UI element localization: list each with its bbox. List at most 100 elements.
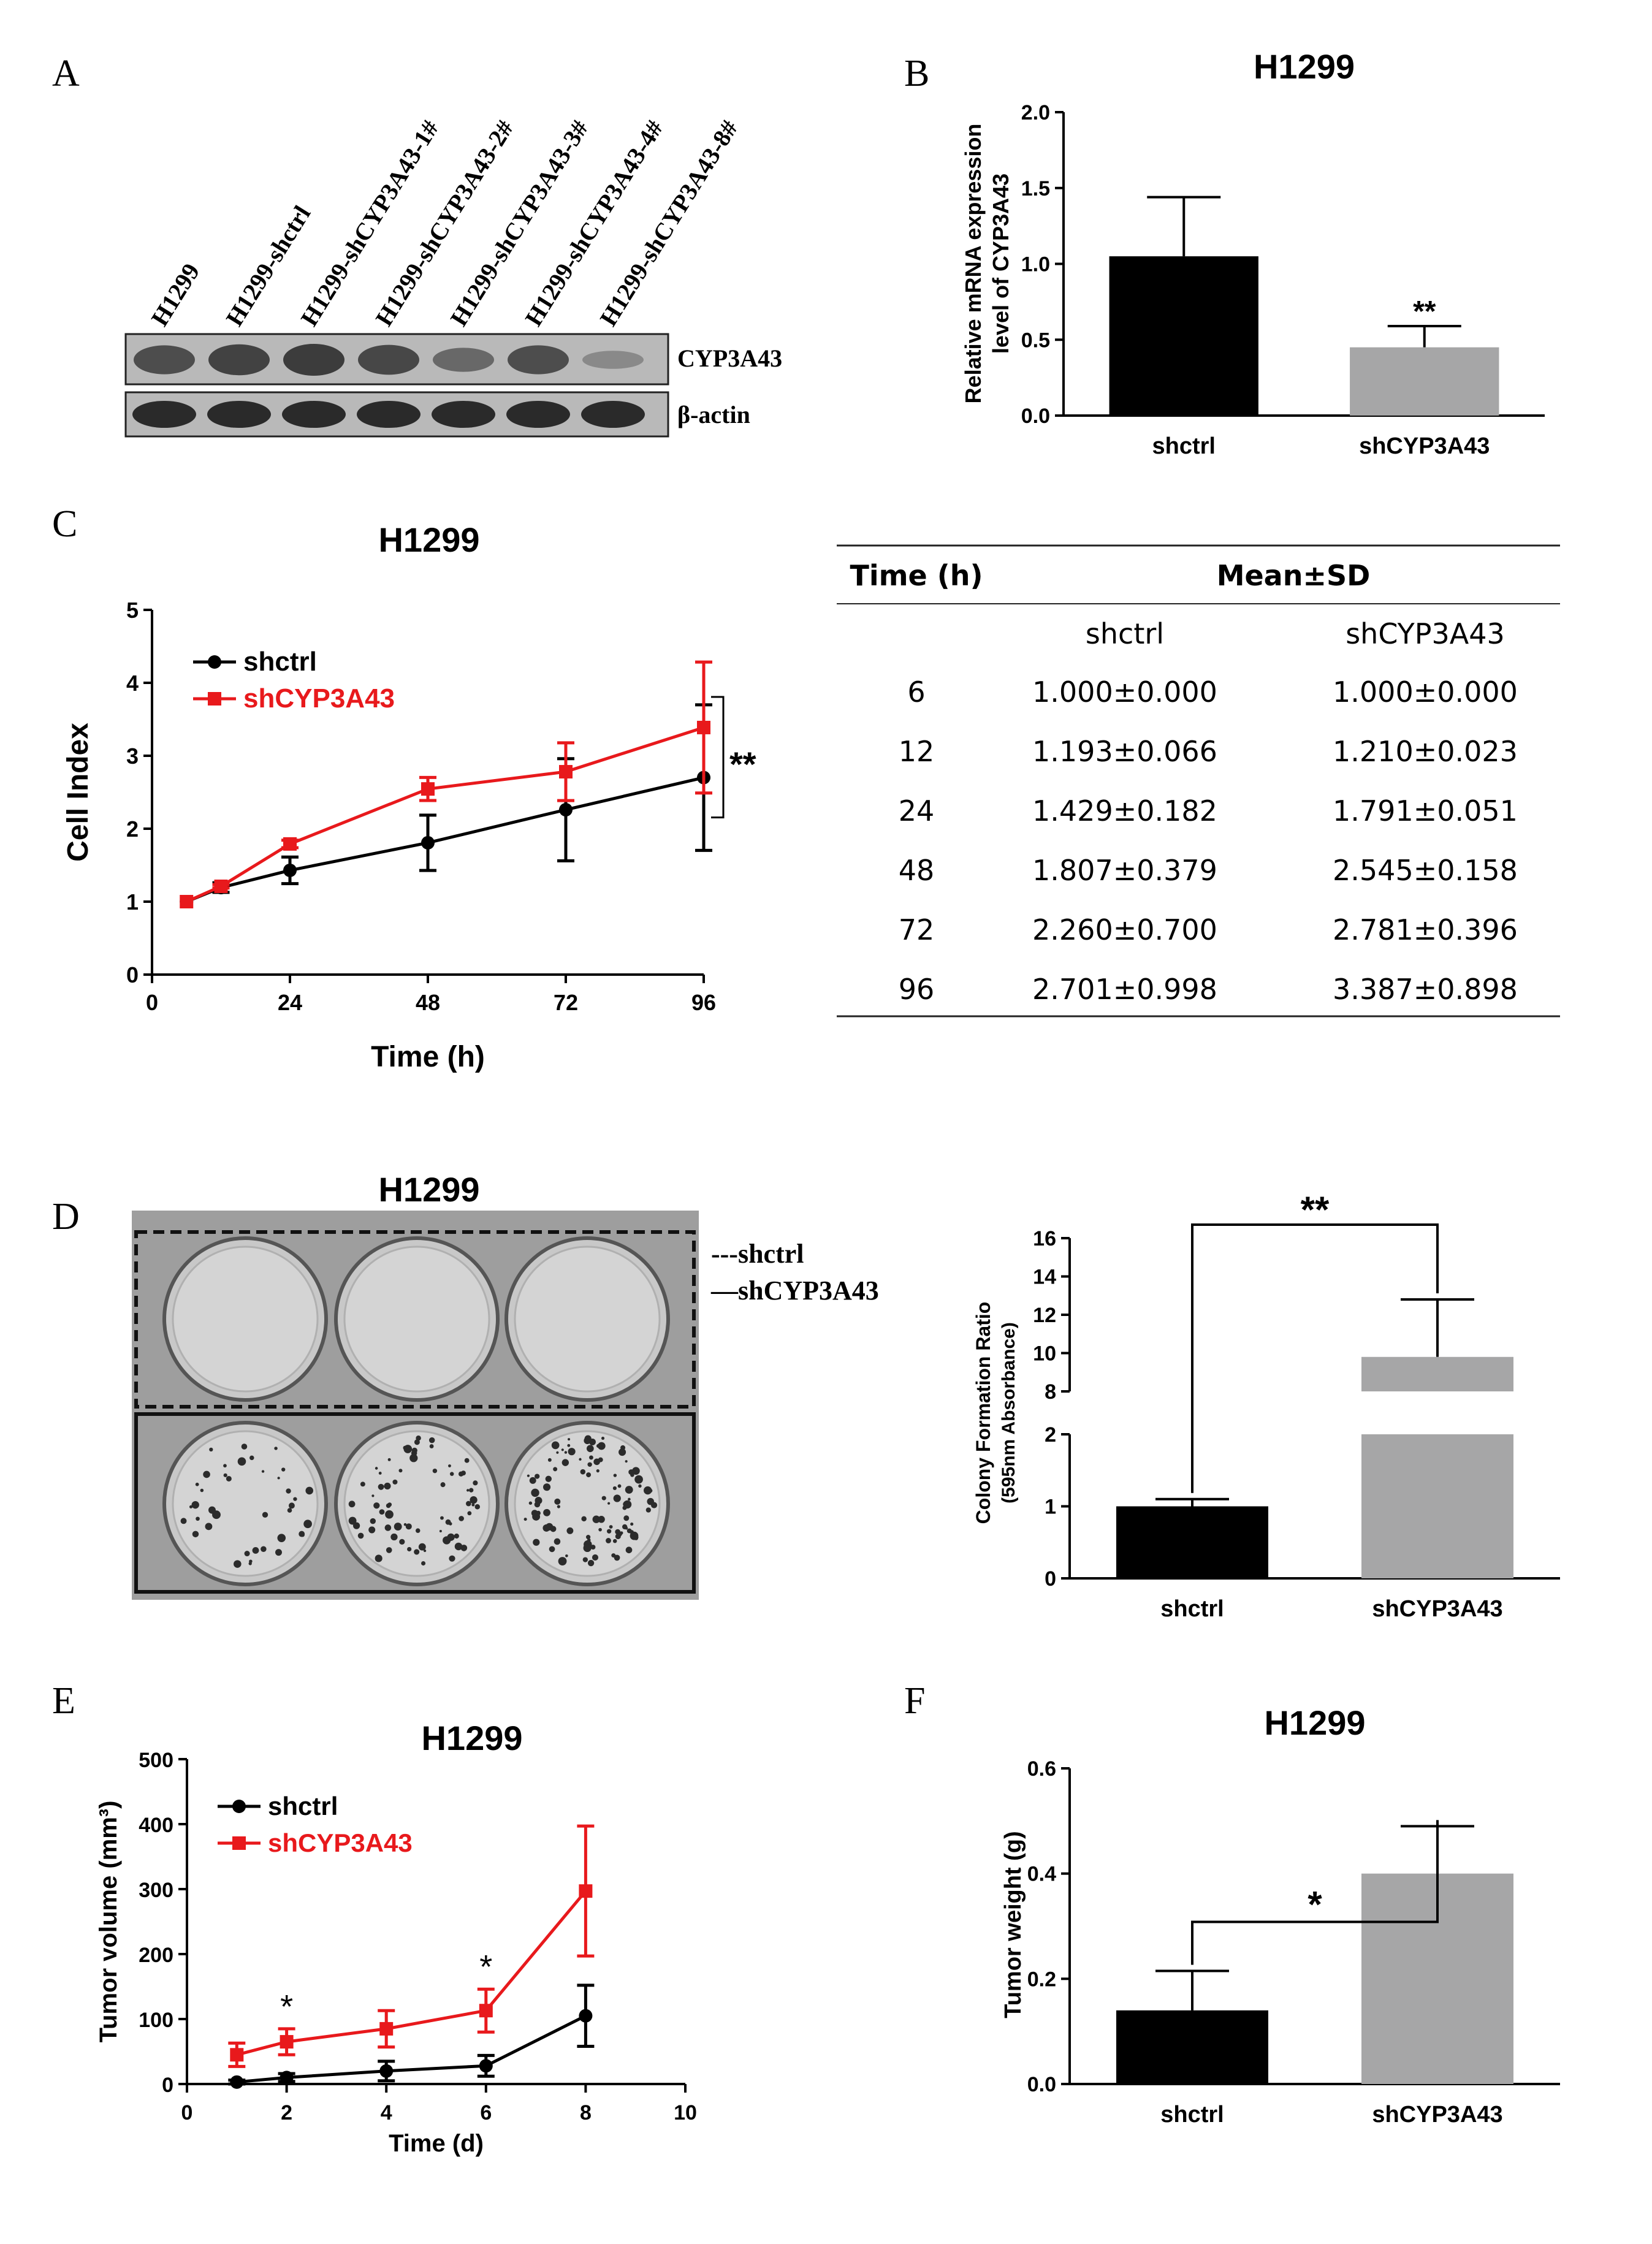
table-cell-shctrl: 1.807±0.379 [1032,854,1217,887]
data-point [379,2064,394,2078]
colony-spot [587,1462,592,1467]
legend-marker [232,1836,246,1850]
colony-spot [277,1477,280,1480]
colony-spot [386,1547,392,1553]
colony-spot [628,1497,631,1501]
colony-spot [606,1538,611,1543]
table-cell-time: 6 [907,675,925,709]
colony-spot [460,1470,466,1476]
x-axis-label: Time (d) [389,2130,484,2157]
colony-spot [558,1557,567,1565]
data-point [230,2075,244,2089]
colony-spot [549,1546,555,1553]
colony-spot [588,1455,593,1460]
data-point [421,835,435,850]
blot-band-actin [207,401,271,428]
colony-spot [195,1482,199,1486]
significance-marker: ** [1301,1189,1330,1230]
colony-spot [281,1467,286,1472]
x-tick-label: shctrl [1160,2102,1224,2128]
colony-spot [459,1516,464,1521]
chart-e-tumor-volume: H1299 0 100 200 300 400 500 0 2 4 6 8 10 Time (d) Tumo… [95,1719,697,2157]
blot-band-actin [432,401,495,428]
plate-well-inner [514,1246,661,1393]
colony-spot [568,1448,576,1456]
colony-spot [448,1464,451,1467]
y-axis-label: Tumor weight (g) [1000,1831,1026,2018]
data-point [379,2022,394,2036]
legend-marker [208,655,221,669]
colony-spot [467,1511,472,1516]
colony-spot [550,1526,557,1532]
colony-spot [535,1497,542,1505]
colony-spot [607,1502,611,1505]
data-point [280,2035,294,2049]
y-axis-label: level of CYP3A43 [988,173,1013,354]
colony-spot [543,1508,550,1516]
colony-spot [237,1457,246,1466]
table-header-stat: Mean±SD [1217,559,1371,592]
x-tick-label: 4 [381,2101,392,2124]
blot-band-actin [506,401,570,428]
colony-spot [384,1482,391,1489]
colony-spot [553,1467,558,1472]
significance-marker: * [280,1988,293,2025]
y-tick-label: 8 [1045,1380,1056,1404]
chart-c-cell-index: H1299 0 1 2 3 4 5 0 24 48 72 96 Time (h) Cell Index sh… [62,520,756,1073]
colony-spot [580,1469,586,1475]
blot-lane-label: H1299 [145,259,205,331]
colony-spot [418,1543,426,1551]
colony-spot [531,1510,538,1516]
colony-spot [348,1500,356,1508]
blot-actin-bands [132,401,645,428]
bar [1109,256,1258,416]
colony-spot [261,1470,265,1473]
colony-spot [606,1529,612,1534]
y-tick-label: 200 [139,1944,173,1967]
colony-spot [378,1483,384,1490]
colony-spot [189,1505,193,1508]
significance-marker: ** [729,745,756,783]
colony-spot [551,1441,560,1450]
blot-lane-label: H1299-shCYP3A43-1# [295,115,444,331]
colony-spot [399,1538,405,1545]
significance-marker: ** [1413,295,1436,328]
colony-spot [557,1505,560,1508]
colony-spot [645,1507,651,1513]
colony-spot [192,1531,199,1538]
colony-spot [348,1516,357,1525]
y-tick-label: 0 [126,962,139,987]
colony-spot [368,1526,376,1534]
blot-band-cyp3a43 [508,345,569,375]
y-tick-label: 5 [126,598,139,623]
table-group-shcyp3a43: shCYP3A43 [1346,617,1505,650]
colony-spot [598,1516,605,1523]
chart-title: H1299 [378,520,479,559]
colony-spot [449,1555,455,1562]
colony-spot [248,1562,252,1565]
colony-spot [390,1533,398,1541]
table-rows: 6 1.000±0.000 1.000±0.000 12 1.193±0.066 1.21… [899,675,1518,1006]
y-tick-label: 2.0 [1021,101,1050,124]
x-tick-label: 72 [554,990,578,1015]
blot-label-cyp3a43: CYP3A43 [677,344,782,372]
colony-spot [387,1458,391,1461]
colony-spot [466,1500,471,1507]
colony-spot [528,1501,533,1505]
y-tick-label: 100 [139,2009,173,2032]
panel-letters: A B C D E F [52,53,929,1722]
colony-spot [428,1437,435,1443]
series-line-shctrl [186,776,704,903]
table-cell-shctrl: 1.000±0.000 [1032,675,1217,709]
colony-spot [597,1442,606,1450]
colony-spot [275,1549,282,1556]
colony-spot [609,1525,613,1529]
x-tick-label: 2 [281,2101,292,2124]
blot-band-actin [282,401,346,428]
panel-letter-b: B [904,53,929,94]
colony-spot [473,1498,476,1502]
blot-cyp3a43-bands [134,344,644,376]
colony-spot [386,1503,391,1508]
